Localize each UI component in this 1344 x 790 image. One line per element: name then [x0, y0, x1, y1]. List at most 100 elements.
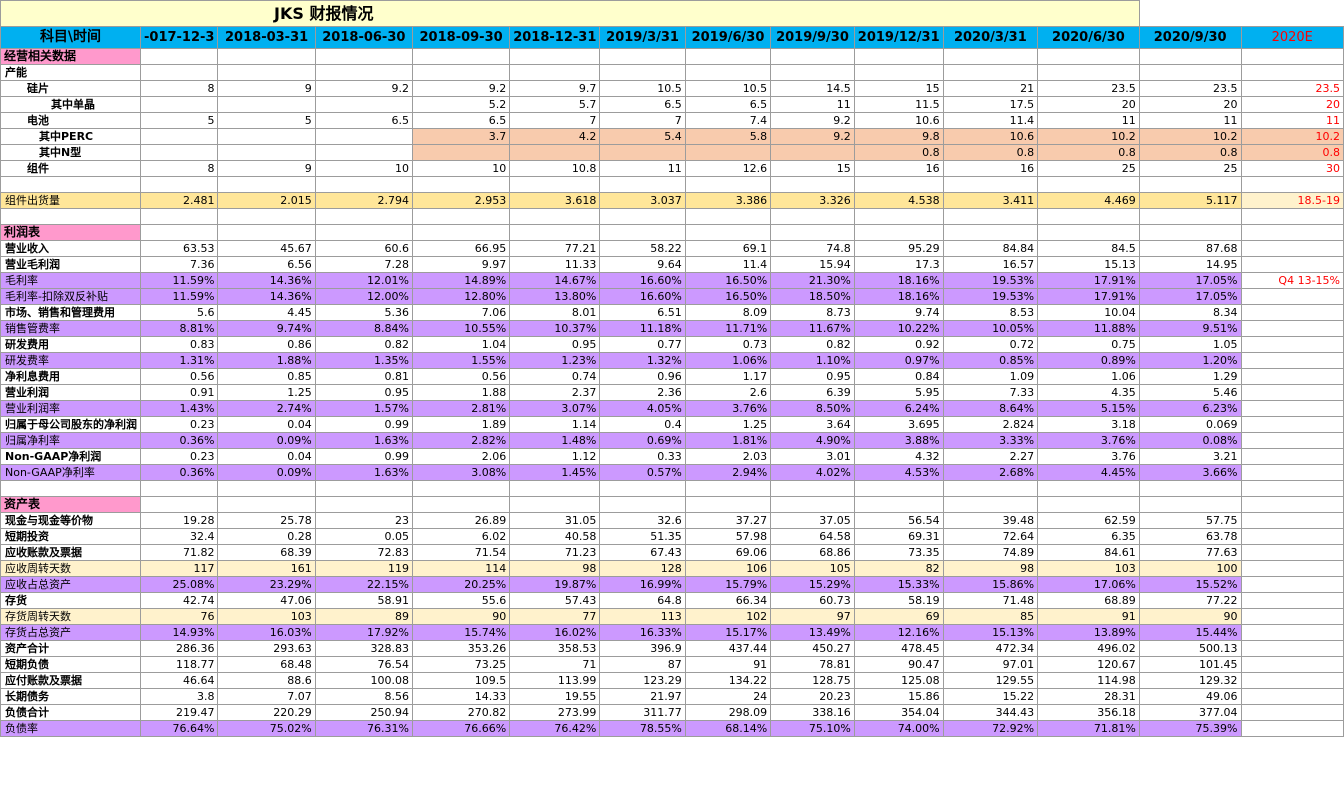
value-cell[interactable]: 10.6 [853, 112, 944, 129]
value-cell[interactable]: 3.76% [684, 400, 772, 417]
value-cell[interactable]: 5.117 [1138, 192, 1242, 209]
value-cell[interactable]: 8.81% [139, 320, 219, 337]
value-cell[interactable]: 7.07 [217, 688, 316, 705]
value-cell[interactable] [1240, 464, 1344, 481]
value-cell[interactable]: 2.481 [139, 192, 219, 209]
value-cell[interactable]: 0.82 [314, 336, 413, 353]
value-cell[interactable]: 23.5 [1240, 80, 1344, 97]
value-cell[interactable]: 1.81% [684, 432, 772, 449]
row-label[interactable]: 产能 [0, 64, 141, 81]
value-cell[interactable] [770, 224, 855, 241]
value-cell[interactable]: 3.76% [1037, 432, 1140, 449]
value-cell[interactable] [314, 176, 413, 193]
row-label[interactable] [0, 208, 141, 225]
value-cell[interactable] [139, 176, 219, 193]
value-cell[interactable]: 7.06 [411, 304, 511, 321]
value-cell[interactable]: 10.2 [1138, 128, 1242, 145]
value-cell[interactable]: 10.5 [684, 80, 772, 97]
header-label-cell[interactable]: 科目\时间 [0, 26, 141, 49]
value-cell[interactable] [1037, 208, 1140, 225]
value-cell[interactable]: 3.8 [139, 688, 219, 705]
value-cell[interactable]: 1.04 [411, 336, 511, 353]
value-cell[interactable]: 3.76 [1037, 448, 1140, 465]
value-cell[interactable]: 68.48 [217, 656, 316, 673]
value-cell[interactable]: 55.6 [411, 592, 511, 609]
value-cell[interactable]: 76.31% [314, 720, 413, 737]
value-cell[interactable]: 114.98 [1037, 672, 1140, 689]
value-cell[interactable]: 5.7 [509, 96, 601, 113]
header-period-cell[interactable]: 2019/3/31 [599, 26, 686, 49]
value-cell[interactable]: 82 [853, 560, 944, 577]
value-cell[interactable]: 125.08 [853, 672, 944, 689]
value-cell[interactable] [770, 176, 855, 193]
value-cell[interactable]: 19.53% [942, 288, 1039, 305]
header-period-cell[interactable]: 2019/6/30 [684, 26, 772, 49]
value-cell[interactable]: 219.47 [139, 704, 219, 721]
value-cell[interactable]: 10.55% [411, 320, 511, 337]
value-cell[interactable]: 5.4 [599, 128, 686, 145]
value-cell[interactable]: 1.14 [509, 416, 601, 433]
value-cell[interactable]: 84.84 [942, 240, 1039, 257]
value-cell[interactable]: 0.74 [509, 368, 601, 385]
row-label[interactable]: 市场、销售和管理费用 [0, 304, 141, 321]
value-cell[interactable] [684, 480, 772, 497]
value-cell[interactable]: 3.618 [509, 192, 601, 209]
value-cell[interactable]: 5.95 [853, 384, 944, 401]
value-cell[interactable]: 9.2 [314, 80, 413, 97]
value-cell[interactable]: 0.96 [599, 368, 686, 385]
value-cell[interactable]: 2.74% [217, 400, 316, 417]
value-cell[interactable]: 3.7 [411, 128, 511, 145]
row-label[interactable]: 现金与现金等价物 [0, 512, 141, 529]
value-cell[interactable]: 11.67% [770, 320, 855, 337]
value-cell[interactable]: 10.8 [509, 160, 601, 177]
value-cell[interactable]: 49.06 [1138, 688, 1242, 705]
value-cell[interactable] [314, 48, 413, 65]
value-cell[interactable]: 75.02% [217, 720, 316, 737]
value-cell[interactable]: 102 [684, 608, 772, 625]
value-cell[interactable]: 63.53 [139, 240, 219, 257]
value-cell[interactable]: 14.89% [411, 272, 511, 289]
value-cell[interactable]: 0.99 [314, 416, 413, 433]
value-cell[interactable]: 78.81 [770, 656, 855, 673]
value-cell[interactable]: 3.07% [509, 400, 601, 417]
value-cell[interactable]: 1.63% [314, 432, 413, 449]
value-cell[interactable] [314, 128, 413, 145]
value-cell[interactable]: 58.91 [314, 592, 413, 609]
value-cell[interactable]: 1.09 [942, 368, 1039, 385]
value-cell[interactable]: 64.8 [599, 592, 686, 609]
value-cell[interactable]: 46.64 [139, 672, 219, 689]
value-cell[interactable]: 396.9 [599, 640, 686, 657]
value-cell[interactable]: 0.92 [853, 336, 944, 353]
value-cell[interactable]: 19.28 [139, 512, 219, 529]
value-cell[interactable]: 77 [509, 608, 601, 625]
value-cell[interactable]: 17.3 [853, 256, 944, 273]
value-cell[interactable]: 113.99 [509, 672, 601, 689]
value-cell[interactable]: 7.33 [942, 384, 1039, 401]
value-cell[interactable] [770, 144, 855, 161]
value-cell[interactable] [1240, 384, 1344, 401]
value-cell[interactable]: 270.82 [411, 704, 511, 721]
value-cell[interactable]: 3.18 [1037, 416, 1140, 433]
value-cell[interactable]: 1.63% [314, 464, 413, 481]
value-cell[interactable] [217, 96, 316, 113]
value-cell[interactable]: 0.05 [314, 528, 413, 545]
value-cell[interactable]: 6.5 [411, 112, 511, 129]
value-cell[interactable]: 2.6 [684, 384, 772, 401]
value-cell[interactable]: 21.97 [599, 688, 686, 705]
value-cell[interactable]: 66.34 [684, 592, 772, 609]
value-cell[interactable]: 37.27 [684, 512, 772, 529]
value-cell[interactable] [599, 496, 686, 513]
value-cell[interactable]: 71.23 [509, 544, 601, 561]
value-cell[interactable] [1240, 544, 1344, 561]
value-cell[interactable]: 25.08% [139, 576, 219, 593]
value-cell[interactable]: 0.09% [217, 432, 316, 449]
value-cell[interactable]: 11 [770, 96, 855, 113]
row-label[interactable]: 销售管费率 [0, 320, 141, 337]
value-cell[interactable]: 16.50% [684, 288, 772, 305]
row-label[interactable]: Non-GAAP净利润 [0, 448, 141, 465]
row-label[interactable]: Non-GAAP净利率 [0, 464, 141, 481]
value-cell[interactable]: 4.32 [853, 448, 944, 465]
value-cell[interactable]: 113 [599, 608, 686, 625]
value-cell[interactable]: 9.74 [853, 304, 944, 321]
value-cell[interactable]: 58.22 [599, 240, 686, 257]
